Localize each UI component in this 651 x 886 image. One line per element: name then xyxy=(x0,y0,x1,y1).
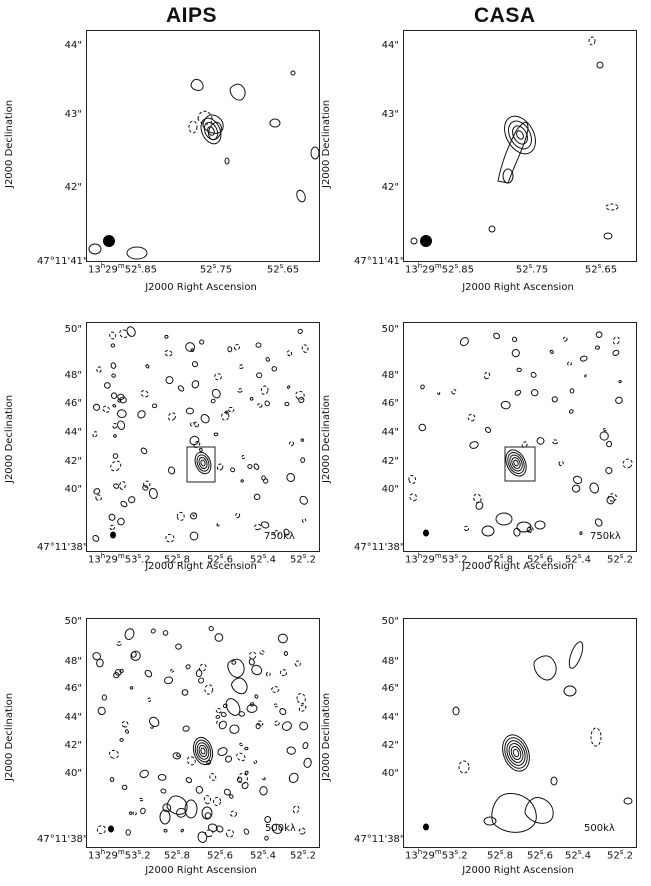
y-axis-label: J2000 Declination xyxy=(4,692,15,781)
x-tick-label: 52s.65 xyxy=(584,262,618,276)
x-axis-label: J2000 Right Ascension xyxy=(145,282,257,293)
uv-taper-annotation: 500kλ xyxy=(265,823,296,834)
y-tick-label: 44" xyxy=(381,40,399,51)
contour-map-casa-top xyxy=(403,30,637,262)
column-title-casa: CASA xyxy=(474,4,536,27)
contour-map-aips-mid xyxy=(86,322,320,552)
y-tick-label: 40" xyxy=(381,768,399,779)
x-tick-label: 52s.4 xyxy=(565,848,591,862)
contours-svg xyxy=(408,331,633,537)
x-axis-label: J2000 Right Ascension xyxy=(145,865,257,876)
y-tick-label: 48" xyxy=(381,370,399,381)
y-tick-label: 48" xyxy=(64,370,82,381)
y-tick-label: 48" xyxy=(381,656,399,667)
x-tick-label: 52s.4 xyxy=(250,848,276,862)
y-tick-label: 46" xyxy=(381,398,399,409)
x-axis-label: J2000 Right Ascension xyxy=(462,561,574,572)
contours-svg xyxy=(92,326,309,543)
x-tick-label: 52s.8 xyxy=(487,552,513,566)
contour-map-aips-bot xyxy=(86,618,320,848)
column-title-aips: AIPS xyxy=(166,4,218,27)
y-origin-label: 47°11'41" xyxy=(354,256,405,267)
y-origin-label: 47°11'38" xyxy=(354,542,405,553)
y-tick-label: 42" xyxy=(64,740,82,751)
x-tick-label: 52s.2 xyxy=(290,552,316,566)
y-origin-label: 47°11'41" xyxy=(37,256,88,267)
y-tick-label: 50" xyxy=(381,616,399,627)
y-tick-label: 40" xyxy=(381,484,399,495)
y-tick-label: 46" xyxy=(64,398,82,409)
x-tick-label: 52s.8 xyxy=(164,848,190,862)
x-origin-label: 13h29m52s.85 xyxy=(405,262,475,276)
x-tick-label: 52s.2 xyxy=(290,848,316,862)
contour-map-aips-top xyxy=(86,30,320,262)
y-tick-label: 42" xyxy=(381,740,399,751)
contours-svg xyxy=(410,36,619,247)
x-origin-label: 13h29m53s.2 xyxy=(405,848,468,862)
y-tick-label: 46" xyxy=(381,683,399,694)
x-tick-label: 52s.4 xyxy=(565,552,591,566)
x-axis-label: J2000 Right Ascension xyxy=(145,561,257,572)
y-tick-label: 42" xyxy=(64,456,82,467)
x-tick-label: 52s.6 xyxy=(527,552,553,566)
y-tick-label: 50" xyxy=(64,616,82,627)
x-axis-label: J2000 Right Ascension xyxy=(462,865,574,876)
y-tick-label: 44" xyxy=(64,427,82,438)
y-tick-label: 42" xyxy=(381,456,399,467)
x-origin-label: 13h29m53s.2 xyxy=(88,848,151,862)
x-tick-label: 52s.65 xyxy=(266,262,300,276)
y-axis-label: J2000 Declination xyxy=(321,394,332,483)
y-tick-label: 48" xyxy=(64,656,82,667)
x-origin-label: 13h29m53s.2 xyxy=(88,552,151,566)
x-tick-label: 52s.6 xyxy=(207,552,233,566)
y-tick-label: 50" xyxy=(381,324,399,335)
x-origin-label: 13h29m52s.85 xyxy=(88,262,158,276)
contours-svg xyxy=(423,641,633,833)
y-axis-label: J2000 Declination xyxy=(321,692,332,781)
y-tick-label: 40" xyxy=(64,768,82,779)
x-tick-label: 52s.6 xyxy=(207,848,233,862)
y-axis-label: J2000 Declination xyxy=(4,99,15,188)
y-origin-label: 47°11'38" xyxy=(37,834,88,845)
x-tick-label: 52s.4 xyxy=(250,552,276,566)
contour-map-casa-mid xyxy=(403,322,637,552)
x-tick-label: 52s.6 xyxy=(527,848,553,862)
x-axis-label: J2000 Right Ascension xyxy=(462,282,574,293)
y-tick-label: 44" xyxy=(64,40,82,51)
x-tick-label: 52s.2 xyxy=(607,848,633,862)
y-tick-label: 46" xyxy=(64,683,82,694)
contours-svg xyxy=(88,70,319,260)
uv-taper-annotation: 750kλ xyxy=(590,531,621,542)
y-axis-label: J2000 Declination xyxy=(321,99,332,188)
y-tick-label: 42" xyxy=(381,182,399,193)
y-tick-label: 44" xyxy=(64,712,82,723)
y-tick-label: 50" xyxy=(64,324,82,335)
contour-map-casa-bot xyxy=(403,618,637,848)
y-axis-label: J2000 Declination xyxy=(4,394,15,483)
x-tick-label: 52s.75 xyxy=(515,262,549,276)
x-tick-label: 52s.8 xyxy=(487,848,513,862)
y-origin-label: 47°11'38" xyxy=(354,834,405,845)
y-tick-label: 40" xyxy=(64,484,82,495)
y-tick-label: 44" xyxy=(381,427,399,438)
uv-taper-annotation: 500kλ xyxy=(584,823,615,834)
uv-taper-annotation: 750kλ xyxy=(264,531,295,542)
y-tick-label: 44" xyxy=(381,712,399,723)
contours-svg xyxy=(92,626,312,843)
y-origin-label: 47°11'38" xyxy=(37,542,88,553)
x-tick-label: 52s.75 xyxy=(199,262,233,276)
y-tick-label: 43" xyxy=(381,109,399,120)
x-tick-label: 52s.8 xyxy=(164,552,190,566)
x-tick-label: 52s.2 xyxy=(607,552,633,566)
y-tick-label: 43" xyxy=(64,109,82,120)
y-tick-label: 42" xyxy=(64,182,82,193)
x-origin-label: 13h29m53s.2 xyxy=(405,552,468,566)
